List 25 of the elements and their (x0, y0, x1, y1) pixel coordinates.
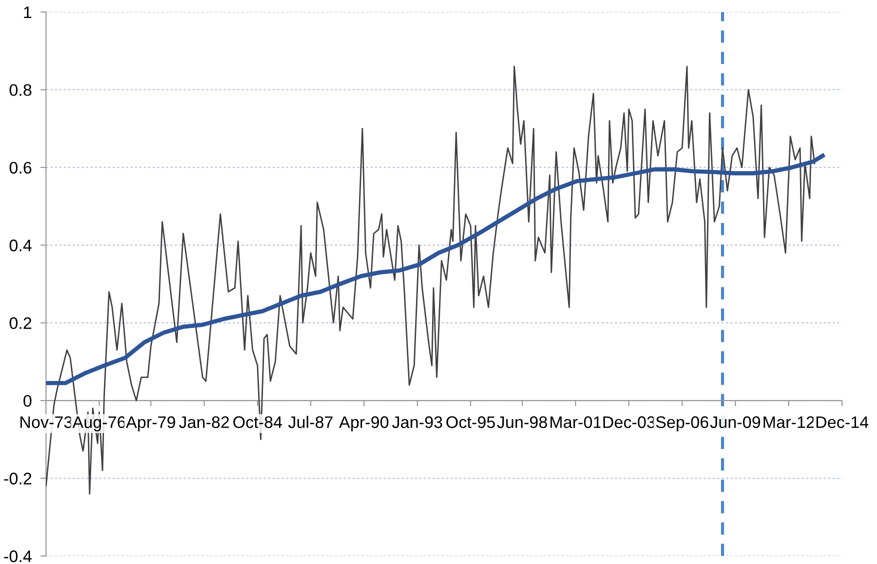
x-tick-label: Apr-79 (126, 416, 176, 432)
x-tick-label: Aug-76 (72, 416, 126, 432)
y-tick-label: -0.2 (4, 472, 32, 484)
x-tick-label: Jun-98 (497, 416, 548, 428)
x-tick-label: Mar-01 (550, 416, 602, 428)
x-tick-label: Oct-84 (233, 416, 282, 428)
x-tick-label: Sep-06 (656, 416, 708, 432)
y-tick-label: 0.6 (10, 162, 32, 174)
x-tick-label: Nov-73 (20, 416, 72, 428)
y-tick-label: -0.4 (4, 550, 32, 562)
y-tick-label: 0.8 (10, 84, 32, 96)
y-tick-label: 0 (23, 394, 32, 407)
x-tick-label: Jan-82 (179, 416, 229, 428)
y-tick-label: 1 (24, 6, 32, 18)
x-tick-label: Jan-93 (392, 416, 442, 428)
x-tick-label: Jul-87 (288, 416, 333, 428)
x-tick-label: Mar-12 (764, 416, 814, 428)
x-tick-label: Jun-09 (710, 416, 760, 428)
y-tick-label: 0.4 (10, 240, 32, 252)
x-tick-label: Oct-95 (446, 416, 495, 428)
line-series (46, 154, 825, 386)
x-tick-label: Dec-14 (816, 416, 868, 428)
x-tick-label: Dec-03 (603, 416, 655, 428)
x-tick-label: Apr-90 (339, 416, 388, 432)
y-tick-label: 0.2 (10, 317, 32, 330)
